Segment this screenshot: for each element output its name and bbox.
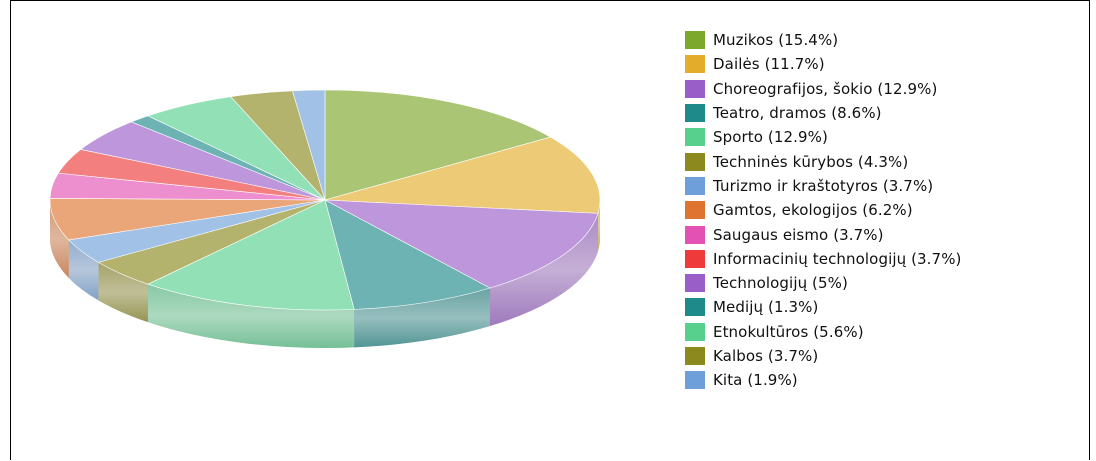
legend-swatch — [685, 104, 705, 123]
legend-item[interactable]: Techninės kūrybos (4.3%) — [685, 149, 962, 173]
legend-label: Muzikos (15.4%) — [713, 31, 839, 50]
legend-item[interactable]: Dailės (11.7%) — [685, 52, 962, 76]
legend-label: Etnokultūros (5.6%) — [713, 322, 864, 341]
legend-label: Kalbos (3.7%) — [713, 347, 819, 365]
legend-swatch — [685, 55, 705, 74]
pie-slice[interactable] — [324, 89, 552, 201]
legend-swatch — [685, 322, 705, 341]
legend-label: Teatro, dramos (8.6%) — [713, 104, 882, 123]
pie-slice[interactable] — [292, 89, 326, 201]
legend-item[interactable]: Teatro, dramos (8.6%) — [685, 101, 962, 125]
legend-item[interactable]: Choreografijos, šokio (12.9%) — [685, 77, 962, 101]
legend-label: Choreografijos, šokio (12.9%) — [713, 79, 938, 98]
legend-swatch — [685, 298, 705, 317]
pie-slice[interactable] — [324, 199, 491, 310]
legend-swatch — [685, 201, 705, 220]
legend-label: Turizmo ir kraštotyros (3.7%) — [713, 176, 934, 195]
legend-label: Medijų (1.3%) — [713, 298, 819, 317]
chart-legend: Muzikos (15.4%) Dailės (11.7%) Choreografi… — [685, 28, 962, 392]
legend-label: Saugaus eismo (3.7%) — [713, 225, 884, 244]
pie-slice-side-highlight — [98, 262, 148, 323]
legend-label: Technologijų (5%) — [713, 274, 848, 293]
legend-label: Sporto (12.9%) — [713, 128, 828, 147]
legend-swatch — [685, 347, 705, 365]
legend-item[interactable]: Gamtos, ekologijos (6.2%) — [685, 198, 962, 222]
legend-item[interactable]: Kita (1.9%) — [685, 368, 962, 392]
legend-item[interactable]: Informacinių technologijų (3.7%) — [685, 247, 962, 271]
pie-slice-side-highlight — [597, 200, 600, 252]
legend-swatch — [685, 31, 705, 50]
legend-item[interactable]: Technologijų (5%) — [685, 271, 962, 295]
pie-slice-side-highlight — [354, 288, 490, 348]
legend-item[interactable]: Muzikos (15.4%) — [685, 28, 962, 52]
pie-slice[interactable] — [324, 136, 601, 214]
legend-label: Kita (1.9%) — [713, 371, 798, 390]
legend-item[interactable]: Etnokultūros (5.6%) — [685, 320, 962, 344]
legend-item[interactable]: Saugaus eismo (3.7%) — [685, 222, 962, 246]
legend-item[interactable]: Sporto (12.9%) — [685, 125, 962, 149]
legend-label: Gamtos, ekologijos (6.2%) — [713, 201, 913, 220]
legend-item[interactable]: Turizmo ir kraštotyros (3.7%) — [685, 174, 962, 198]
legend-swatch — [685, 176, 705, 195]
legend-swatch — [685, 128, 705, 147]
legend-swatch — [685, 79, 705, 98]
pie-slice-side-highlight — [489, 213, 598, 327]
legend-swatch — [685, 225, 705, 244]
legend-label: Techninės kūrybos (4.3%) — [713, 152, 909, 171]
chart-frame — [10, 0, 1090, 460]
pie-slice-side-highlight — [147, 284, 355, 348]
legend-swatch — [685, 371, 705, 390]
legend-item[interactable]: Kalbos (3.7%) — [685, 344, 962, 368]
legend-swatch — [685, 274, 705, 293]
legend-label: Informacinių technologijų (3.7%) — [713, 249, 962, 268]
pie-slice-side-highlight — [68, 239, 99, 301]
legend-swatch — [685, 152, 705, 171]
legend-swatch — [685, 249, 705, 268]
pie-slice[interactable] — [147, 199, 355, 311]
pie-slice-side-highlight — [50, 200, 69, 278]
legend-label: Dailės (11.7%) — [713, 55, 825, 74]
pie-slice[interactable] — [324, 199, 599, 289]
legend-item[interactable]: Medijų (1.3%) — [685, 295, 962, 319]
